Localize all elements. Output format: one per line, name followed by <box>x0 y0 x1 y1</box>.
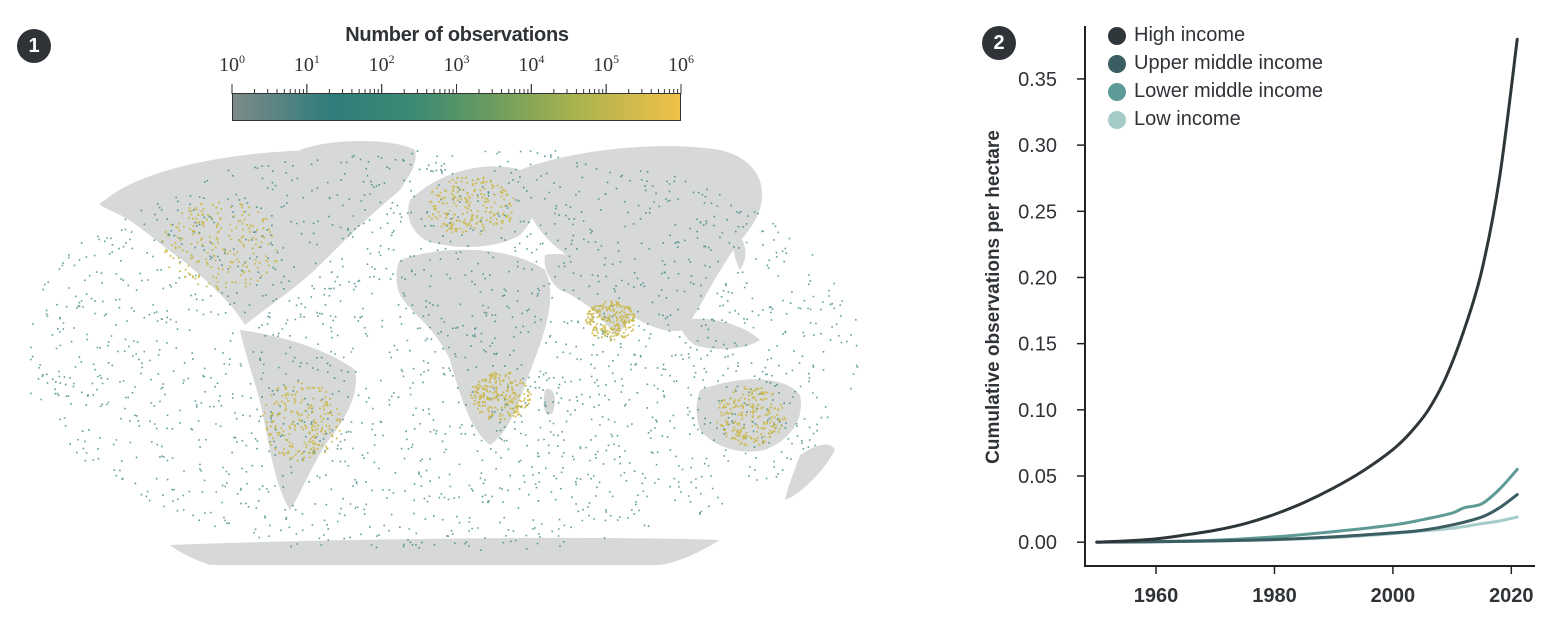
legend-item: High income <box>1108 24 1245 47</box>
colorbar-tick-label: 103 <box>443 52 470 76</box>
y-axis-label: Cumulative observations per hectare <box>983 130 1004 464</box>
y-tick-label: 0.00 <box>1018 532 1057 554</box>
panel-1-badge: 1 <box>17 29 51 63</box>
y-tick-label: 0.35 <box>1018 69 1057 91</box>
legend-label: Low income <box>1134 108 1241 130</box>
legend-item: Low income <box>1108 108 1241 131</box>
y-tick-label: 0.15 <box>1018 334 1057 356</box>
legend-label: Lower middle income <box>1134 80 1323 102</box>
colorbar-tick-label: 105 <box>593 52 620 76</box>
colorbar <box>232 93 681 121</box>
colorbar-tick-label: 100 <box>219 52 245 76</box>
x-tick-label: 2000 <box>1371 585 1416 607</box>
legend-item: Upper middle income <box>1108 52 1323 75</box>
high-observation-points <box>161 176 787 462</box>
panel-2-badge: 2 <box>982 26 1016 60</box>
continent-se-asia-islands <box>680 318 760 350</box>
colorbar-tick-label: 102 <box>368 52 395 76</box>
legend-swatch <box>1108 26 1126 45</box>
legend-swatch <box>1108 54 1126 73</box>
y-tick-label: 0.25 <box>1018 201 1057 223</box>
x-tick-label: 1980 <box>1252 585 1297 607</box>
legend-label: Upper middle income <box>1134 52 1323 74</box>
series-line-high-income <box>1095 37 1519 544</box>
continent-new-zealand <box>785 444 835 500</box>
continent-africa <box>396 249 551 445</box>
continent-europe <box>408 166 537 247</box>
continent-greenland <box>300 141 416 210</box>
colorbar-title: Number of observations <box>345 24 569 46</box>
legend-swatch <box>1108 82 1126 101</box>
colorbar-tick-label: 104 <box>518 52 545 76</box>
x-tick-label: 2020 <box>1489 585 1534 607</box>
y-tick-label: 0.05 <box>1018 466 1057 488</box>
legend-swatch <box>1108 110 1126 129</box>
legend-item: Lower middle income <box>1108 80 1323 103</box>
continent-madagascar <box>543 388 555 415</box>
y-tick-label: 0.20 <box>1018 267 1057 289</box>
continent-japan <box>732 230 746 270</box>
colorbar-tick-label: 106 <box>668 52 694 76</box>
x-tick-label: 1960 <box>1134 585 1179 607</box>
series-line-upper-middle-income <box>1095 493 1519 544</box>
continent-south-america <box>240 330 356 510</box>
continent-australia <box>696 379 801 452</box>
legend-label: High income <box>1134 24 1246 46</box>
y-tick-label: 0.10 <box>1018 400 1057 422</box>
series-line-lower-middle-income <box>1095 467 1519 544</box>
y-tick-label: 0.30 <box>1018 135 1057 157</box>
colorbar-tick-label: 101 <box>293 52 320 76</box>
continent-antarctica <box>170 537 720 565</box>
